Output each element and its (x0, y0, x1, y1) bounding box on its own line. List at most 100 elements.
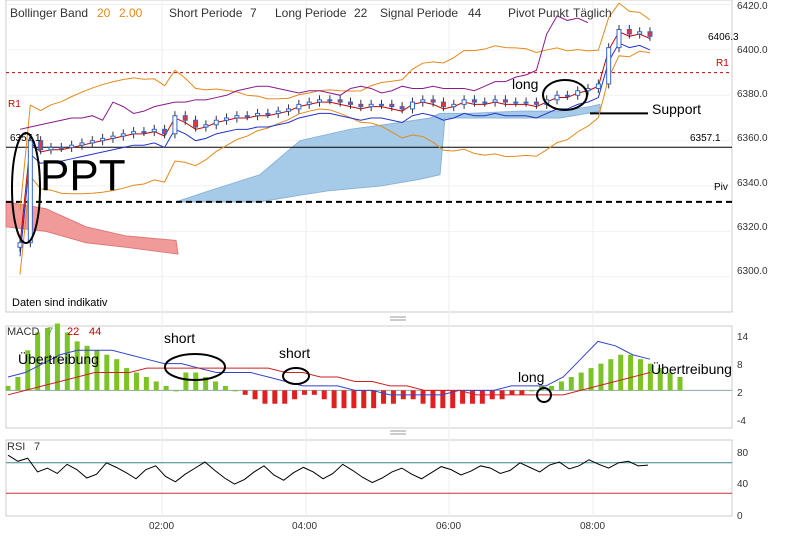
short-period-label: Short Periode (169, 6, 243, 20)
macd-histogram-bar (242, 390, 248, 395)
candle-body (213, 119, 219, 126)
macd-histogram-bar (341, 390, 347, 409)
macd-histogram-bar (84, 345, 90, 391)
chart-frame (5, 0, 733, 517)
candle-body (69, 144, 75, 148)
macd-param-3: 44 (89, 326, 101, 338)
macd-histogram-bar (153, 381, 159, 391)
candle-body (347, 101, 353, 105)
macd-histogram-bar (558, 381, 564, 391)
macd-histogram-bar (173, 390, 179, 392)
candle-body (616, 28, 622, 49)
x-tick-0800: 08:00 (580, 521, 605, 532)
short-circle-2 (282, 367, 310, 385)
bollinger-upper (19, 2, 651, 212)
candle-body (151, 128, 157, 133)
price-layer (5, 2, 732, 278)
candle-body (513, 101, 519, 104)
bollinger-lower (19, 50, 651, 275)
pivot-label: Pivot Punkt (508, 6, 569, 20)
candle-body (224, 117, 230, 121)
macd-histogram-bar (203, 377, 209, 391)
candle-body (27, 140, 33, 244)
macd-histogram-bar (509, 390, 515, 395)
candle-body (193, 119, 199, 128)
macd-histogram-bar (94, 350, 100, 391)
macd-histogram-bar (568, 377, 574, 391)
macd-y-tick-8: 8 (737, 360, 743, 371)
candle-body (378, 103, 384, 106)
long-period-label: Long Periode (275, 6, 347, 20)
macd-histogram-bar (222, 385, 228, 391)
r1-label-left: R1 (8, 99, 21, 110)
candle-body (533, 101, 539, 105)
macd-histogram-bar (35, 332, 41, 391)
rsi-layer (6, 454, 732, 494)
macd-histogram-bar (124, 368, 130, 391)
candle-body (420, 99, 426, 103)
candle-body (79, 142, 85, 146)
support-price-label-left: 6357.1 (10, 133, 41, 144)
macd-histogram-bar (272, 390, 278, 404)
macd-histogram-bar (351, 390, 357, 409)
candle-body (389, 103, 395, 108)
candle-body (368, 103, 374, 108)
candle-body (626, 28, 632, 35)
macd-histogram-bar (667, 372, 673, 391)
candle-body (141, 131, 147, 134)
macd-histogram-bar (479, 390, 485, 404)
support-price-label: 6357.1 (690, 133, 721, 144)
macd-histogram-bar (262, 390, 268, 404)
candle-body (255, 112, 261, 117)
candle-body (244, 115, 250, 118)
macd-histogram-bar (311, 390, 317, 395)
macd-histogram-bar (74, 341, 80, 391)
macd-histogram-bar (213, 381, 219, 391)
macd-histogram-bar (677, 377, 683, 391)
ppt-annotation: PPT (40, 151, 126, 200)
macd-histogram-bar (628, 354, 634, 391)
candle-body (58, 146, 64, 149)
x-tick-0600: 06:00 (436, 521, 461, 532)
candle-body (451, 103, 457, 108)
macd-histogram-bar (292, 390, 298, 400)
candle-body (265, 112, 271, 115)
long-circle-price (542, 79, 588, 111)
piv-label: Piv (714, 182, 728, 193)
candle-body (471, 99, 477, 103)
last-price-label: 6406.3 (708, 32, 739, 43)
candle-body (306, 101, 312, 105)
macd-histogram-bar (657, 368, 663, 391)
rsi-line (7, 454, 649, 485)
y-tick-6340: 6340.0 (737, 178, 768, 189)
macd-histogram-bar (430, 390, 436, 409)
macd-histogram-bar (549, 385, 555, 391)
bb-param-2: 2.00 (119, 6, 143, 20)
candle-body (17, 242, 23, 248)
pivot-value: Täglich (573, 6, 612, 20)
rsi-title: RSI (7, 441, 25, 453)
candle-body (203, 124, 209, 128)
candle-body (482, 101, 488, 104)
rsi-y-tick-80: 80 (737, 448, 749, 459)
r1-label-right: R1 (716, 58, 729, 69)
long-period-value: 22 (354, 6, 368, 20)
macd-histogram-bar (390, 390, 396, 404)
bb-label: Bollinger Band (10, 6, 88, 20)
macd-histogram-bar (193, 372, 199, 391)
candle-body (286, 108, 292, 112)
candle-body (317, 99, 323, 103)
candle-body (492, 99, 498, 103)
macd-histogram-bar (371, 390, 377, 409)
macd-histogram-bar (598, 363, 604, 391)
macd-histogram-bar (450, 390, 456, 409)
macd-histogram-bar (460, 390, 466, 404)
y-tick-6300: 6300.0 (737, 266, 768, 277)
macd-histogram-bar (114, 359, 120, 391)
y-tick-6420: 6420.0 (737, 1, 768, 12)
macd-histogram-bar (440, 390, 446, 409)
macd-histogram-bar (381, 390, 387, 404)
candle-body (38, 140, 44, 151)
candle-body (358, 103, 364, 108)
